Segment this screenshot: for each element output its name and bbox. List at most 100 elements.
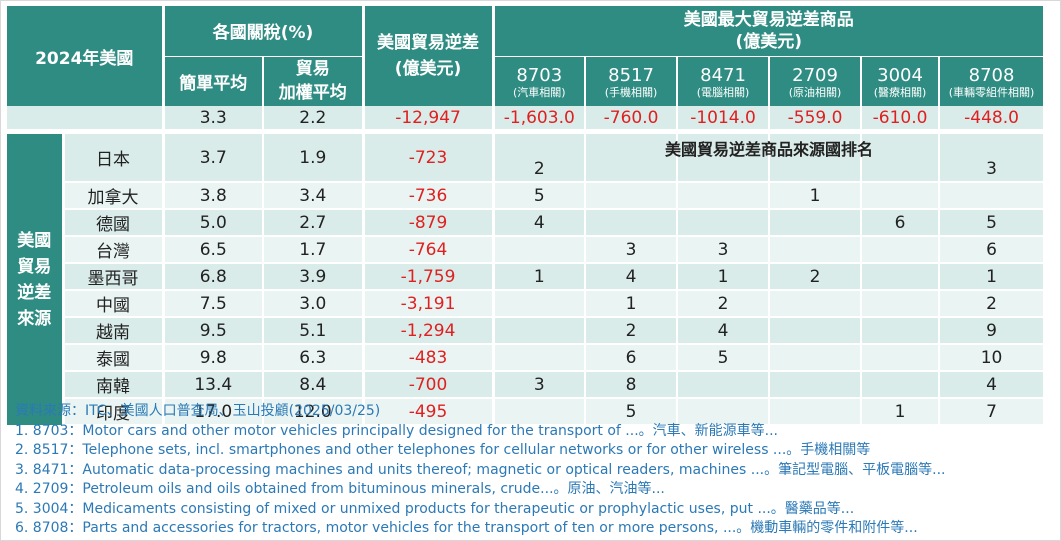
country-name: 德國 xyxy=(63,209,165,237)
rank-cell: 1 xyxy=(939,263,1044,291)
country-simple-avg: 6.5 xyxy=(163,236,265,264)
rank-cell xyxy=(769,344,863,372)
weighted-avg-line2: 加權平均 xyxy=(278,83,347,104)
country-name: 越南 xyxy=(63,317,165,345)
rank-cell: 4 xyxy=(493,209,587,237)
rank-cell xyxy=(861,344,941,372)
country-weighted-avg: 12.0 xyxy=(263,398,365,426)
side-label-line: 來源 xyxy=(17,308,52,329)
country-simple-avg: 3.8 xyxy=(163,182,265,210)
source-note: 資料來源：ITC、美國人口普查局、玉山投顧(2025/03/25) xyxy=(15,403,381,419)
deficit-source-side-label: 美國 貿易 逆差 來源 xyxy=(7,134,65,425)
us-average-row: 3.3 2.2 -12,947 -1,603.0 -760.0 -1014.0 … xyxy=(7,106,1044,129)
country-row: 墨西哥 6.8 3.9 -1,759 1 4 1 2 1 xyxy=(7,263,1044,291)
country-simple-avg: 7.5 xyxy=(163,290,265,318)
rank-cell: 4 xyxy=(585,263,679,291)
tariff-group-header: 各國關稅(%) xyxy=(163,6,365,57)
rank-cell: 4 xyxy=(939,371,1044,399)
rank-cell: 2 xyxy=(493,134,587,183)
product-deficit-2: -760.0 xyxy=(585,106,679,129)
rank-cell: 3 xyxy=(585,236,679,264)
product-code-header-1: 8703 (汽車相關) xyxy=(493,56,587,106)
country-simple-avg: 13.4 xyxy=(163,371,265,399)
rank-cell xyxy=(861,263,941,291)
rank-cell: 1 xyxy=(585,290,679,318)
country-deficit: -495 xyxy=(363,398,495,426)
country-row: 泰國 9.8 6.3 -483 6 5 10 xyxy=(7,344,1044,372)
country-name: 墨西哥 xyxy=(63,263,165,291)
rank-cell xyxy=(861,371,941,399)
rank-cell: 2 xyxy=(677,290,771,318)
country-weighted-avg: 2.7 xyxy=(263,209,365,237)
country-deficit: -3,191 xyxy=(363,290,495,318)
side-label-line: 貿易 xyxy=(17,256,52,277)
country-name: 南韓 xyxy=(63,371,165,399)
country-simple-avg: 9.5 xyxy=(163,317,265,345)
product-deficit-3: -1014.0 xyxy=(677,106,771,129)
rank-cell xyxy=(493,398,587,426)
rank-cell xyxy=(769,398,863,426)
rank-cell: 3 xyxy=(939,134,1044,183)
rank-cell xyxy=(677,134,771,183)
notes-block: 資料來源：ITC、美國人口普查局、玉山投顧(2025/03/25) 1. 870… xyxy=(15,402,1045,539)
rank-cell: 5 xyxy=(585,398,679,426)
country-weighted-avg: 3.0 xyxy=(263,290,365,318)
country-name: 日本 xyxy=(63,134,165,183)
rank-cell xyxy=(861,134,941,183)
rank-cell xyxy=(769,317,863,345)
rank-cell xyxy=(861,236,941,264)
ranking-title-wrap: 美國貿易逆差商品來源國排名 xyxy=(494,134,1044,159)
rank-cell xyxy=(939,182,1044,210)
product-code-header-3: 8471 (電腦相關) xyxy=(677,56,771,106)
simple-avg-header: 簡單平均 xyxy=(163,56,265,106)
deficit-header: 美國貿易逆差 (億美元) xyxy=(363,6,495,106)
products-header-line1: 美國最大貿易逆差商品 xyxy=(683,9,854,30)
country-weighted-avg: 5.1 xyxy=(263,317,365,345)
rank-cell xyxy=(677,182,771,210)
us-simple-avg: 3.3 xyxy=(163,106,265,129)
us-total-deficit: -12,947 xyxy=(363,106,495,129)
rank-cell: 1 xyxy=(861,398,941,426)
product-deficit-1: -1,603.0 xyxy=(493,106,587,129)
rank-cell: 5 xyxy=(677,344,771,372)
rank-cell: 8 xyxy=(585,371,679,399)
rank-cell: 2 xyxy=(585,317,679,345)
country-row: 台灣 6.5 1.7 -764 3 3 6 xyxy=(7,236,1044,264)
product-code-header-5: 3004 (醫療相關) xyxy=(861,56,941,106)
rank-cell: 1 xyxy=(769,182,863,210)
country-deficit: -1,294 xyxy=(363,317,495,345)
country-deficit: -700 xyxy=(363,371,495,399)
rank-cell: 7 xyxy=(939,398,1044,426)
weighted-avg-line1: 貿易 xyxy=(295,59,330,80)
year-label: 2024年美國 xyxy=(7,6,165,106)
rank-cell: 1 xyxy=(677,263,771,291)
rank-cell xyxy=(769,290,863,318)
rank-cell xyxy=(861,290,941,318)
country-weighted-avg: 3.4 xyxy=(263,182,365,210)
rank-cell: 1 xyxy=(493,263,587,291)
rank-cell: 6 xyxy=(585,344,679,372)
country-deficit: -764 xyxy=(363,236,495,264)
country-weighted-avg: 1.7 xyxy=(263,236,365,264)
rank-value: 2 xyxy=(533,159,545,179)
rank-cell: 6 xyxy=(939,236,1044,264)
side-label-line: 逆差 xyxy=(17,282,52,303)
rank-cell xyxy=(493,344,587,372)
country-row: 越南 9.5 5.1 -1,294 2 4 9 xyxy=(7,317,1044,345)
rank-cell xyxy=(861,317,941,345)
country-row: 德國 5.0 2.7 -879 4 6 5 xyxy=(7,209,1044,237)
note-item: 2. 8517：Telephone sets, incl. smartphone… xyxy=(15,442,871,458)
country-name: 台灣 xyxy=(63,236,165,264)
country-row: 印度 17.0 12.0 -495 5 1 7 xyxy=(7,398,1044,426)
product-code-header-2: 8517 (手機相關) xyxy=(585,56,679,106)
rank-cell: 6 xyxy=(861,209,941,237)
product-deficit-6: -448.0 xyxy=(939,106,1044,129)
note-item: 4. 2709：Petroleum oils and oils obtained… xyxy=(15,481,665,497)
rank-cell xyxy=(677,209,771,237)
ranking-title: 美國貿易逆差商品來源國排名 xyxy=(664,140,873,159)
country-simple-avg: 5.0 xyxy=(163,209,265,237)
rank-cell: 2 xyxy=(939,290,1044,318)
country-weighted-avg: 8.4 xyxy=(263,371,365,399)
note-item: 3. 8471：Automatic data-processing machin… xyxy=(15,461,946,478)
rank-cell: 4 xyxy=(677,317,771,345)
